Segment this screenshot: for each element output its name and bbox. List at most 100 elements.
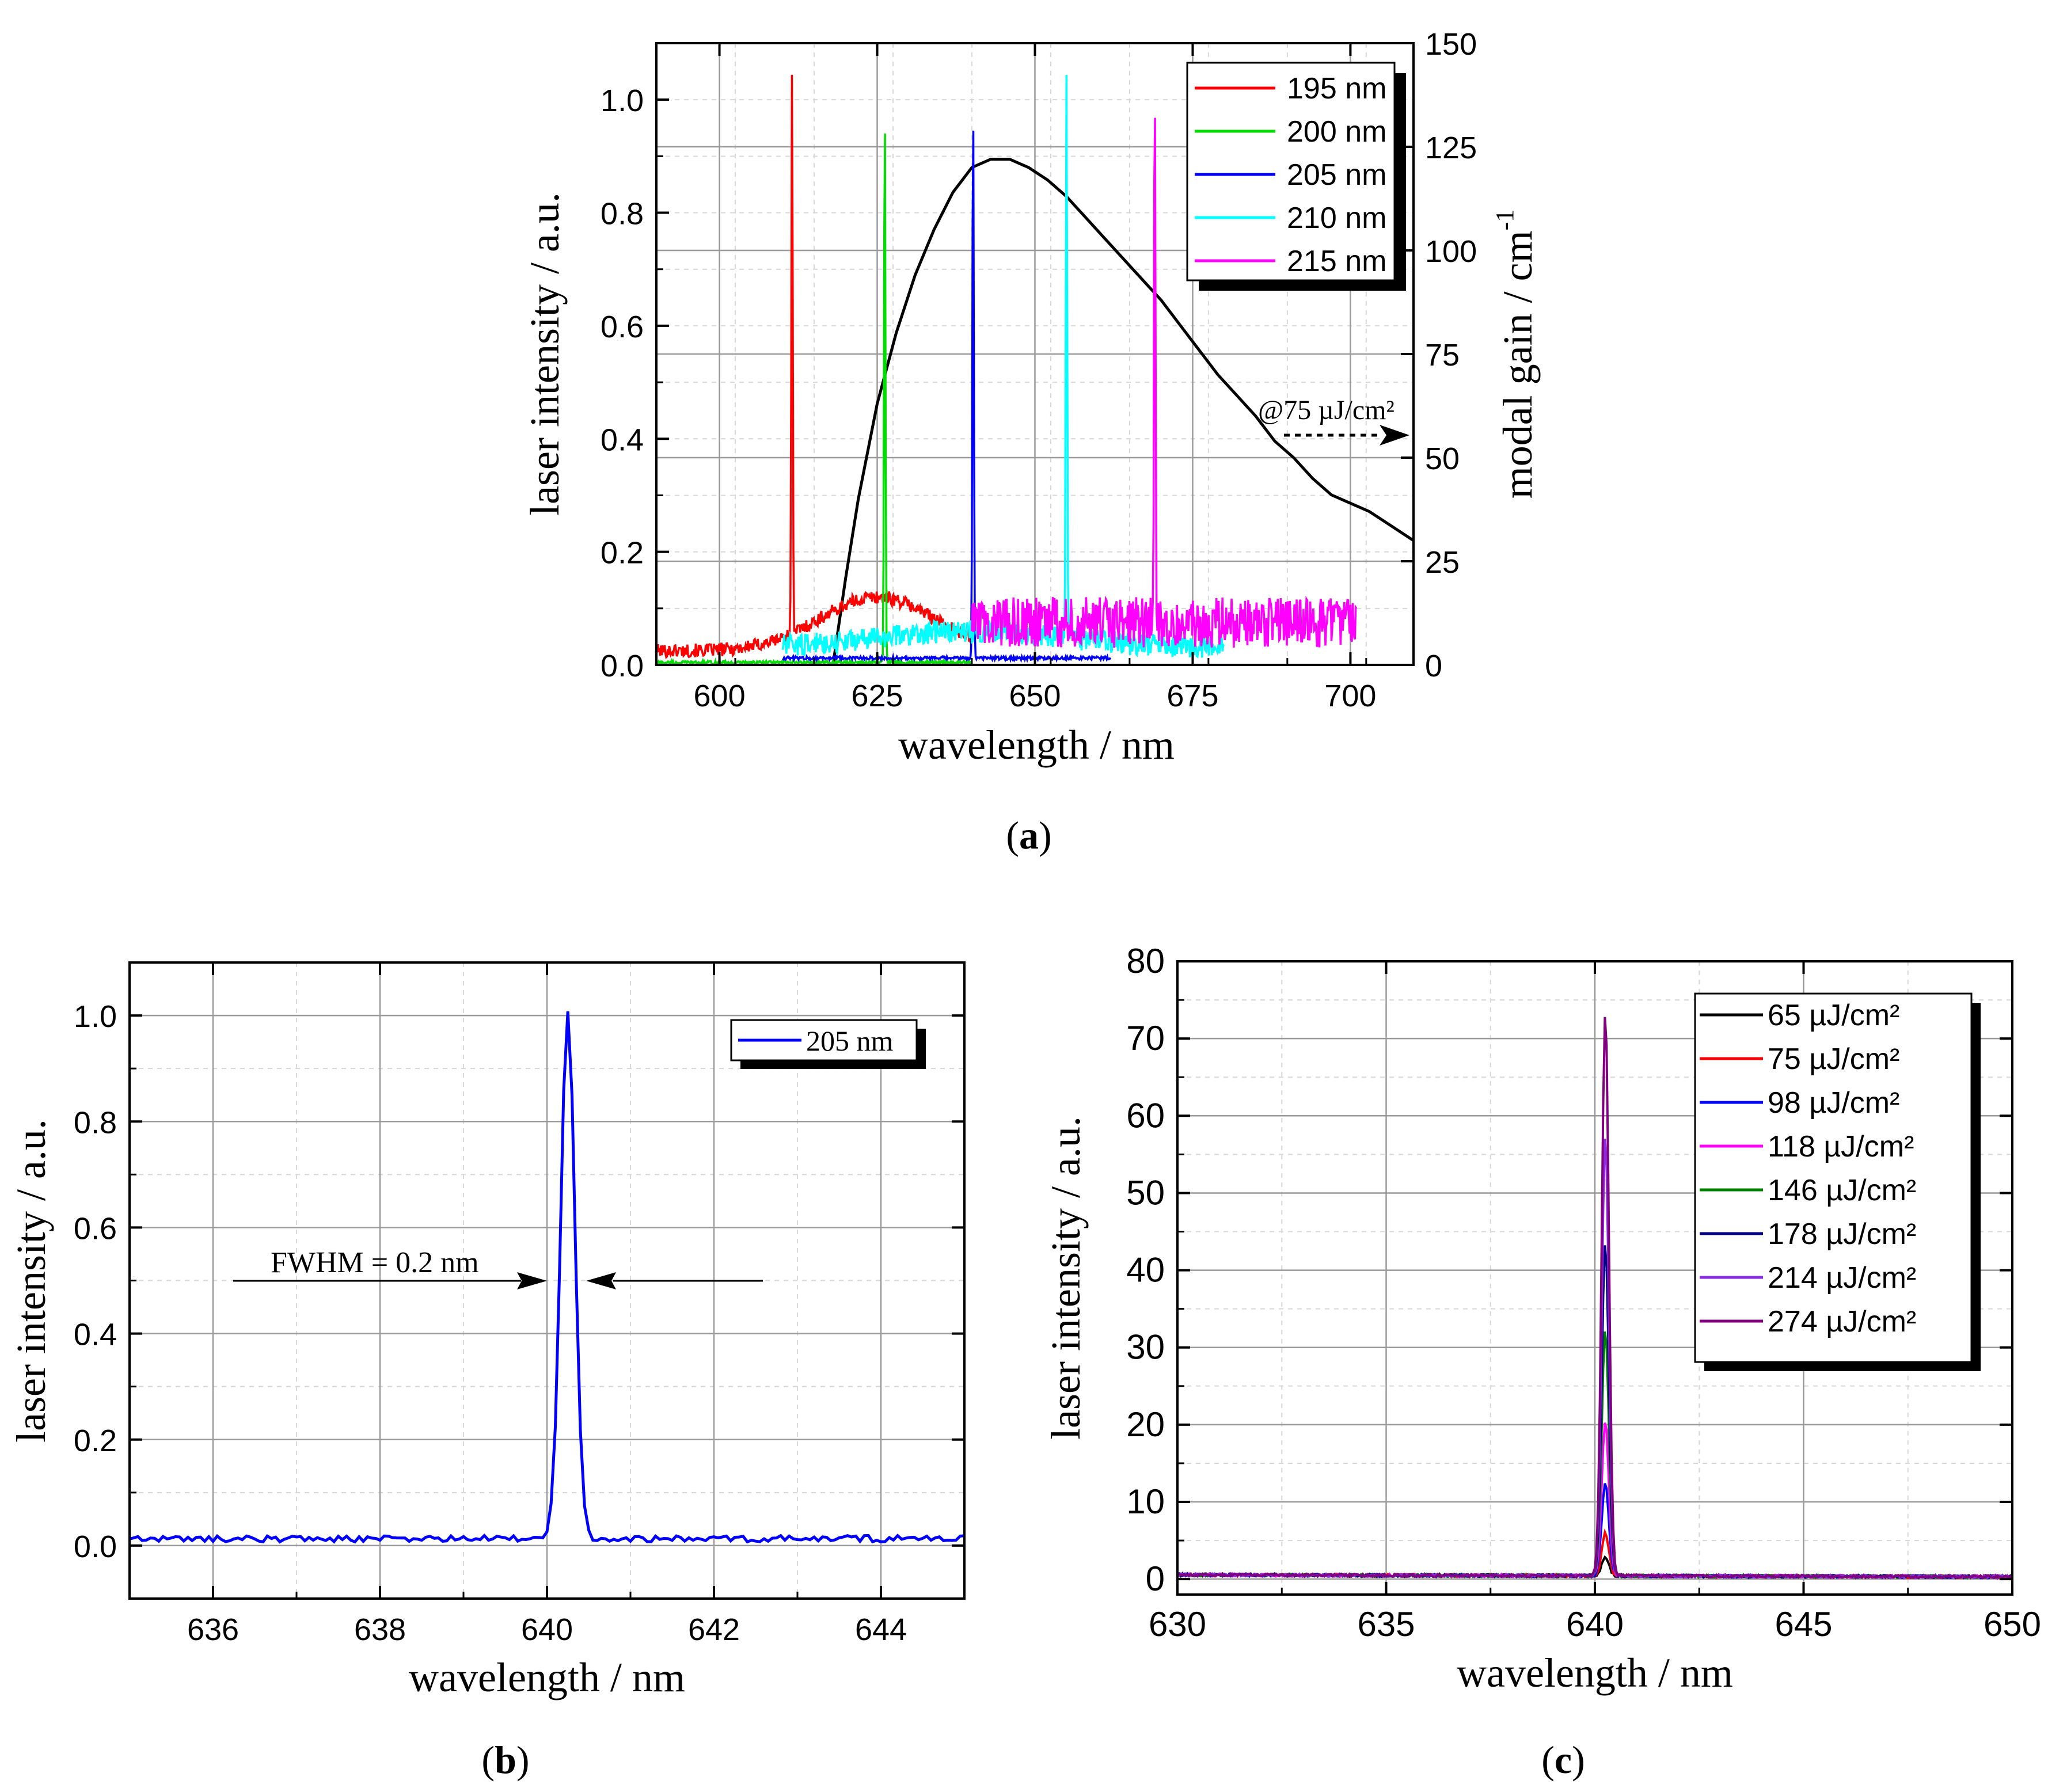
panel-b-fwhm-text: FWHM = 0.2 nm (271, 1246, 479, 1279)
y2-tick-label: 125 (1425, 131, 1477, 165)
y-tick-label: 0.0 (601, 649, 644, 683)
y-tick-label: 0.2 (601, 536, 644, 570)
panel-b-ticks: 636 638 640 642 644 0.0 0.2 0.4 0.6 0.8 1.0 (74, 961, 966, 1647)
legend-label: 214 µJ/cm² (1768, 1261, 1916, 1295)
panel-a-legend: 195 nm 200 nm 205 nm 210 nm 215 nm (1186, 62, 1406, 291)
y-tick-label: 0.6 (74, 1211, 117, 1246)
x-tick-label: 625 (851, 679, 903, 713)
x-tick-label: 600 (694, 679, 746, 713)
y2-tick-label: 100 (1425, 234, 1477, 269)
legend-label: 98 µJ/cm² (1768, 1086, 1899, 1120)
panel-c-legend: 65 µJ/cm² 75 µJ/cm² 98 µJ/cm² 118 µJ/cm² 146… (1694, 992, 1981, 1371)
gain-curve-line (831, 158, 1414, 665)
panel-a-caption-letter: a (1019, 813, 1039, 857)
panel-a-annotation-text: @75 µJ/cm² (1258, 395, 1395, 425)
panel-a-caption-open: ( (1006, 813, 1019, 857)
legend-label: 65 µJ/cm² (1768, 999, 1899, 1032)
panel-a: 600 625 650 675 700 0.0 0.2 0.4 0.6 0.8 1.0 0 25 50 75… (522, 27, 1541, 857)
y-tick-label: 0 (1146, 1559, 1165, 1598)
x-tick-label: 630 (1149, 1605, 1206, 1643)
panel-a-y2label: modal gain / cm-1 (1491, 210, 1541, 499)
x-tick-label: 650 (1009, 679, 1061, 713)
panel-b-fwhm-annotation: FWHM = 0.2 nm (233, 1246, 763, 1289)
y-tick-label: 10 (1126, 1482, 1165, 1521)
y-tick-label: 0.0 (74, 1530, 117, 1564)
x-tick-label: 642 (688, 1612, 740, 1647)
x-tick-label: 644 (855, 1612, 907, 1647)
panel-a-legend-box (1186, 62, 1396, 281)
y2-tick-label: 0 (1425, 649, 1442, 683)
series-210-nm (781, 75, 1225, 659)
y-tick-label: 30 (1126, 1328, 1165, 1367)
series-195-nm (656, 74, 972, 660)
panel-b-series (130, 1011, 964, 1544)
panel-a-gain-curve (831, 158, 1414, 665)
panel-a-y2label-text: modal gain / cm (1495, 230, 1541, 499)
series-7 (1177, 1017, 2012, 1580)
y2-tick-label: 150 (1425, 27, 1477, 62)
panel-a-annotation-arrowhead (1380, 425, 1409, 446)
y-tick-label: 20 (1126, 1405, 1165, 1444)
panel-c-ticks: 630 635 640 645 650 0 10 20 30 40 50 60 70 80 (1126, 942, 2041, 1643)
x-tick-label: 645 (1775, 1605, 1832, 1643)
panel-c-caption: (c) (1541, 1738, 1585, 1782)
x-tick-label: 636 (187, 1612, 239, 1647)
y-tick-label: 80 (1126, 942, 1165, 980)
x-tick-label: 640 (1566, 1605, 1624, 1643)
y2-tick-label: 25 (1425, 545, 1460, 580)
x-tick-label: 700 (1324, 679, 1376, 713)
y-tick-label: 0.4 (74, 1318, 117, 1352)
panel-a-xlabel: wavelength / nm (898, 722, 1175, 768)
y2-tick-label: 50 (1425, 442, 1460, 476)
panel-b-fwhm-right-arrowhead (586, 1272, 616, 1289)
legend-label: 75 µJ/cm² (1768, 1043, 1899, 1076)
y-tick-label: 0.8 (74, 1105, 117, 1140)
legend-label: 215 nm (1287, 245, 1386, 278)
y-tick-label: 50 (1126, 1173, 1165, 1212)
panel-c-series (1177, 1017, 2012, 1580)
panel-b-legend: 205 nm (730, 1019, 926, 1069)
x-tick-label: 675 (1167, 679, 1218, 713)
y-tick-label: 1.0 (74, 999, 117, 1034)
y-tick-label: 0.8 (601, 197, 644, 231)
panel-a-y2label-sup: -1 (1491, 210, 1519, 231)
y-tick-label: 60 (1126, 1096, 1165, 1135)
panel-b-caption: (b) (481, 1738, 529, 1782)
panel-c-legend-box (1694, 992, 1973, 1363)
legend-label: 205 nm (806, 1025, 894, 1057)
panel-a-ylabel: laser intensity / a.u. (522, 192, 568, 516)
y-tick-label: 40 (1126, 1251, 1165, 1289)
panel-c-caption-open: ( (1541, 1738, 1555, 1782)
panel-b-caption-close: ) (516, 1738, 530, 1782)
y-tick-label: 0.2 (74, 1424, 117, 1458)
panel-c-xlabel: wavelength / nm (1457, 1650, 1733, 1696)
legend-label: 274 µJ/cm² (1768, 1305, 1916, 1338)
series-205-nm (782, 130, 1112, 664)
legend-label: 200 nm (1287, 115, 1386, 149)
legend-label: 146 µJ/cm² (1768, 1174, 1916, 1207)
panel-a-caption-close: ) (1039, 813, 1052, 857)
panel-c-caption-close: ) (1572, 1738, 1585, 1782)
x-tick-label: 640 (521, 1612, 573, 1647)
panel-b-ylabel: laser intensity / a.u. (8, 1119, 54, 1443)
panel-b-fwhm-left-arrowhead (517, 1272, 547, 1289)
x-tick-label: 635 (1357, 1605, 1415, 1643)
y-tick-label: 0.4 (601, 423, 644, 457)
panel-c-ylabel: laser intensity / a.u. (1043, 1116, 1089, 1440)
y2-tick-label: 75 (1425, 338, 1460, 372)
series-205-nm (130, 1011, 964, 1544)
y-tick-label: 70 (1126, 1019, 1165, 1057)
y-tick-label: 1.0 (601, 83, 644, 118)
panel-b-caption-letter: b (495, 1738, 516, 1782)
y-tick-label: 0.6 (601, 310, 644, 344)
legend-label: 178 µJ/cm² (1768, 1218, 1916, 1251)
panel-b: 636 638 640 642 644 0.0 0.2 0.4 0.6 0.8 1.0 wavele… (8, 961, 966, 1782)
legend-label: 118 µJ/cm² (1768, 1130, 1914, 1163)
series-215-nm (971, 117, 1358, 648)
legend-label: 195 nm (1287, 72, 1386, 105)
x-tick-label: 638 (354, 1612, 406, 1647)
panel-c-caption-letter: c (1555, 1738, 1572, 1782)
legend-label: 205 nm (1287, 158, 1386, 192)
legend-label: 210 nm (1287, 201, 1386, 235)
